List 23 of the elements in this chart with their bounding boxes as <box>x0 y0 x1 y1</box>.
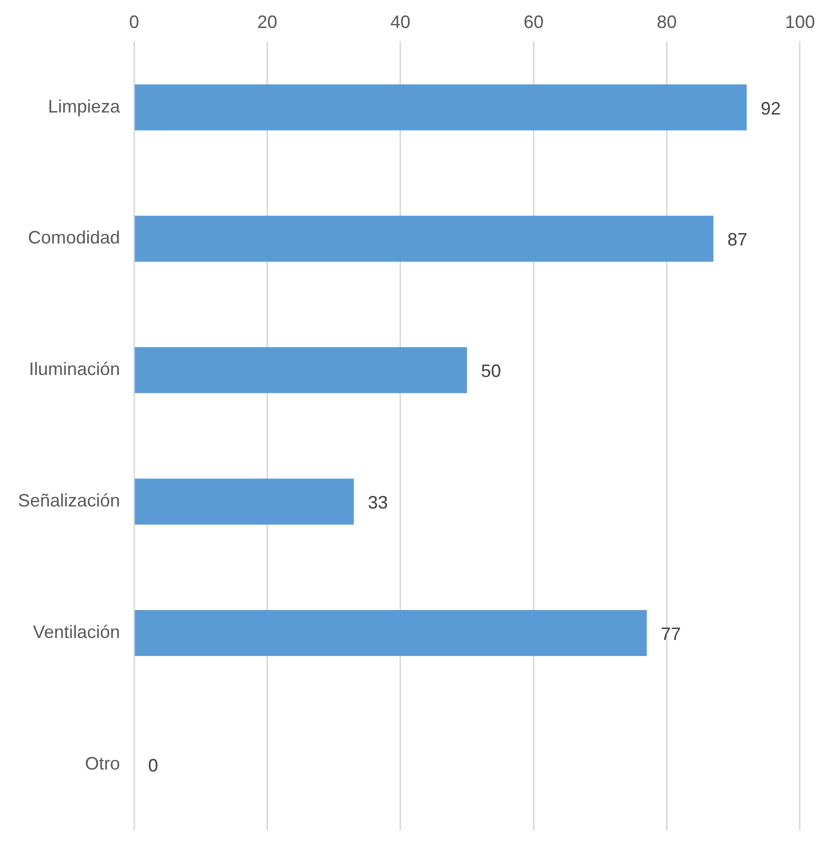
y-tick-label: Iluminación <box>29 359 120 380</box>
y-tick-label: Señalización <box>18 490 120 511</box>
data-label: 92 <box>760 98 781 118</box>
y-tick-label: Comodidad <box>28 228 120 248</box>
x-tick-label: 40 <box>390 12 410 32</box>
x-tick-label: 0 <box>129 12 140 32</box>
bar <box>134 610 647 656</box>
data-label: 77 <box>660 624 681 644</box>
bar <box>134 347 468 394</box>
bar <box>134 216 714 262</box>
data-label: 87 <box>727 230 748 250</box>
data-label: 50 <box>481 361 502 382</box>
x-tick-label: 20 <box>257 12 278 32</box>
x-tick-label: 100 <box>784 12 816 32</box>
bar <box>134 84 747 130</box>
data-label: 0 <box>148 755 158 776</box>
y-tick-label: Otro <box>85 753 120 774</box>
x-tick-label: 80 <box>656 12 677 32</box>
data-label: 33 <box>368 492 388 513</box>
x-tick-label: 60 <box>524 12 544 32</box>
bar <box>134 478 354 525</box>
y-tick-label: Ventilación <box>32 622 120 642</box>
y-tick-label: Limpieza <box>48 96 122 116</box>
